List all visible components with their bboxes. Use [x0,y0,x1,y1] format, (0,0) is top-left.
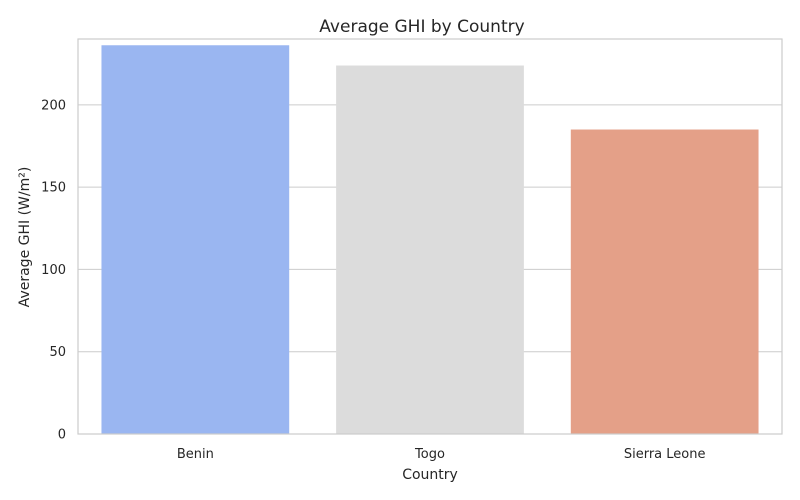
y-tick-label: 100 [41,263,66,278]
x-tick-label: Togo [414,447,445,462]
y-axis-label: Average GHI (W/m²) [17,167,33,308]
x-tick-label: Sierra Leone [624,447,706,462]
x-axis-label: Country [402,467,458,483]
y-tick-labels: 0 50 100 150 200 [41,98,66,442]
y-tick-label: 0 [58,428,66,443]
bars [101,45,759,435]
y-tick-label: 50 [49,345,66,360]
bar-sierra-leone [570,129,759,435]
y-tick-label: 150 [41,181,66,196]
chart-title: Average GHI by Country [319,17,524,37]
bar-benin [101,45,290,435]
x-tick-label: Benin [177,447,214,462]
x-tick-labels: Benin Togo Sierra Leone [177,447,706,462]
y-tick-label: 200 [41,98,66,113]
bar-togo [336,65,524,434]
plot-frame [77,38,783,435]
